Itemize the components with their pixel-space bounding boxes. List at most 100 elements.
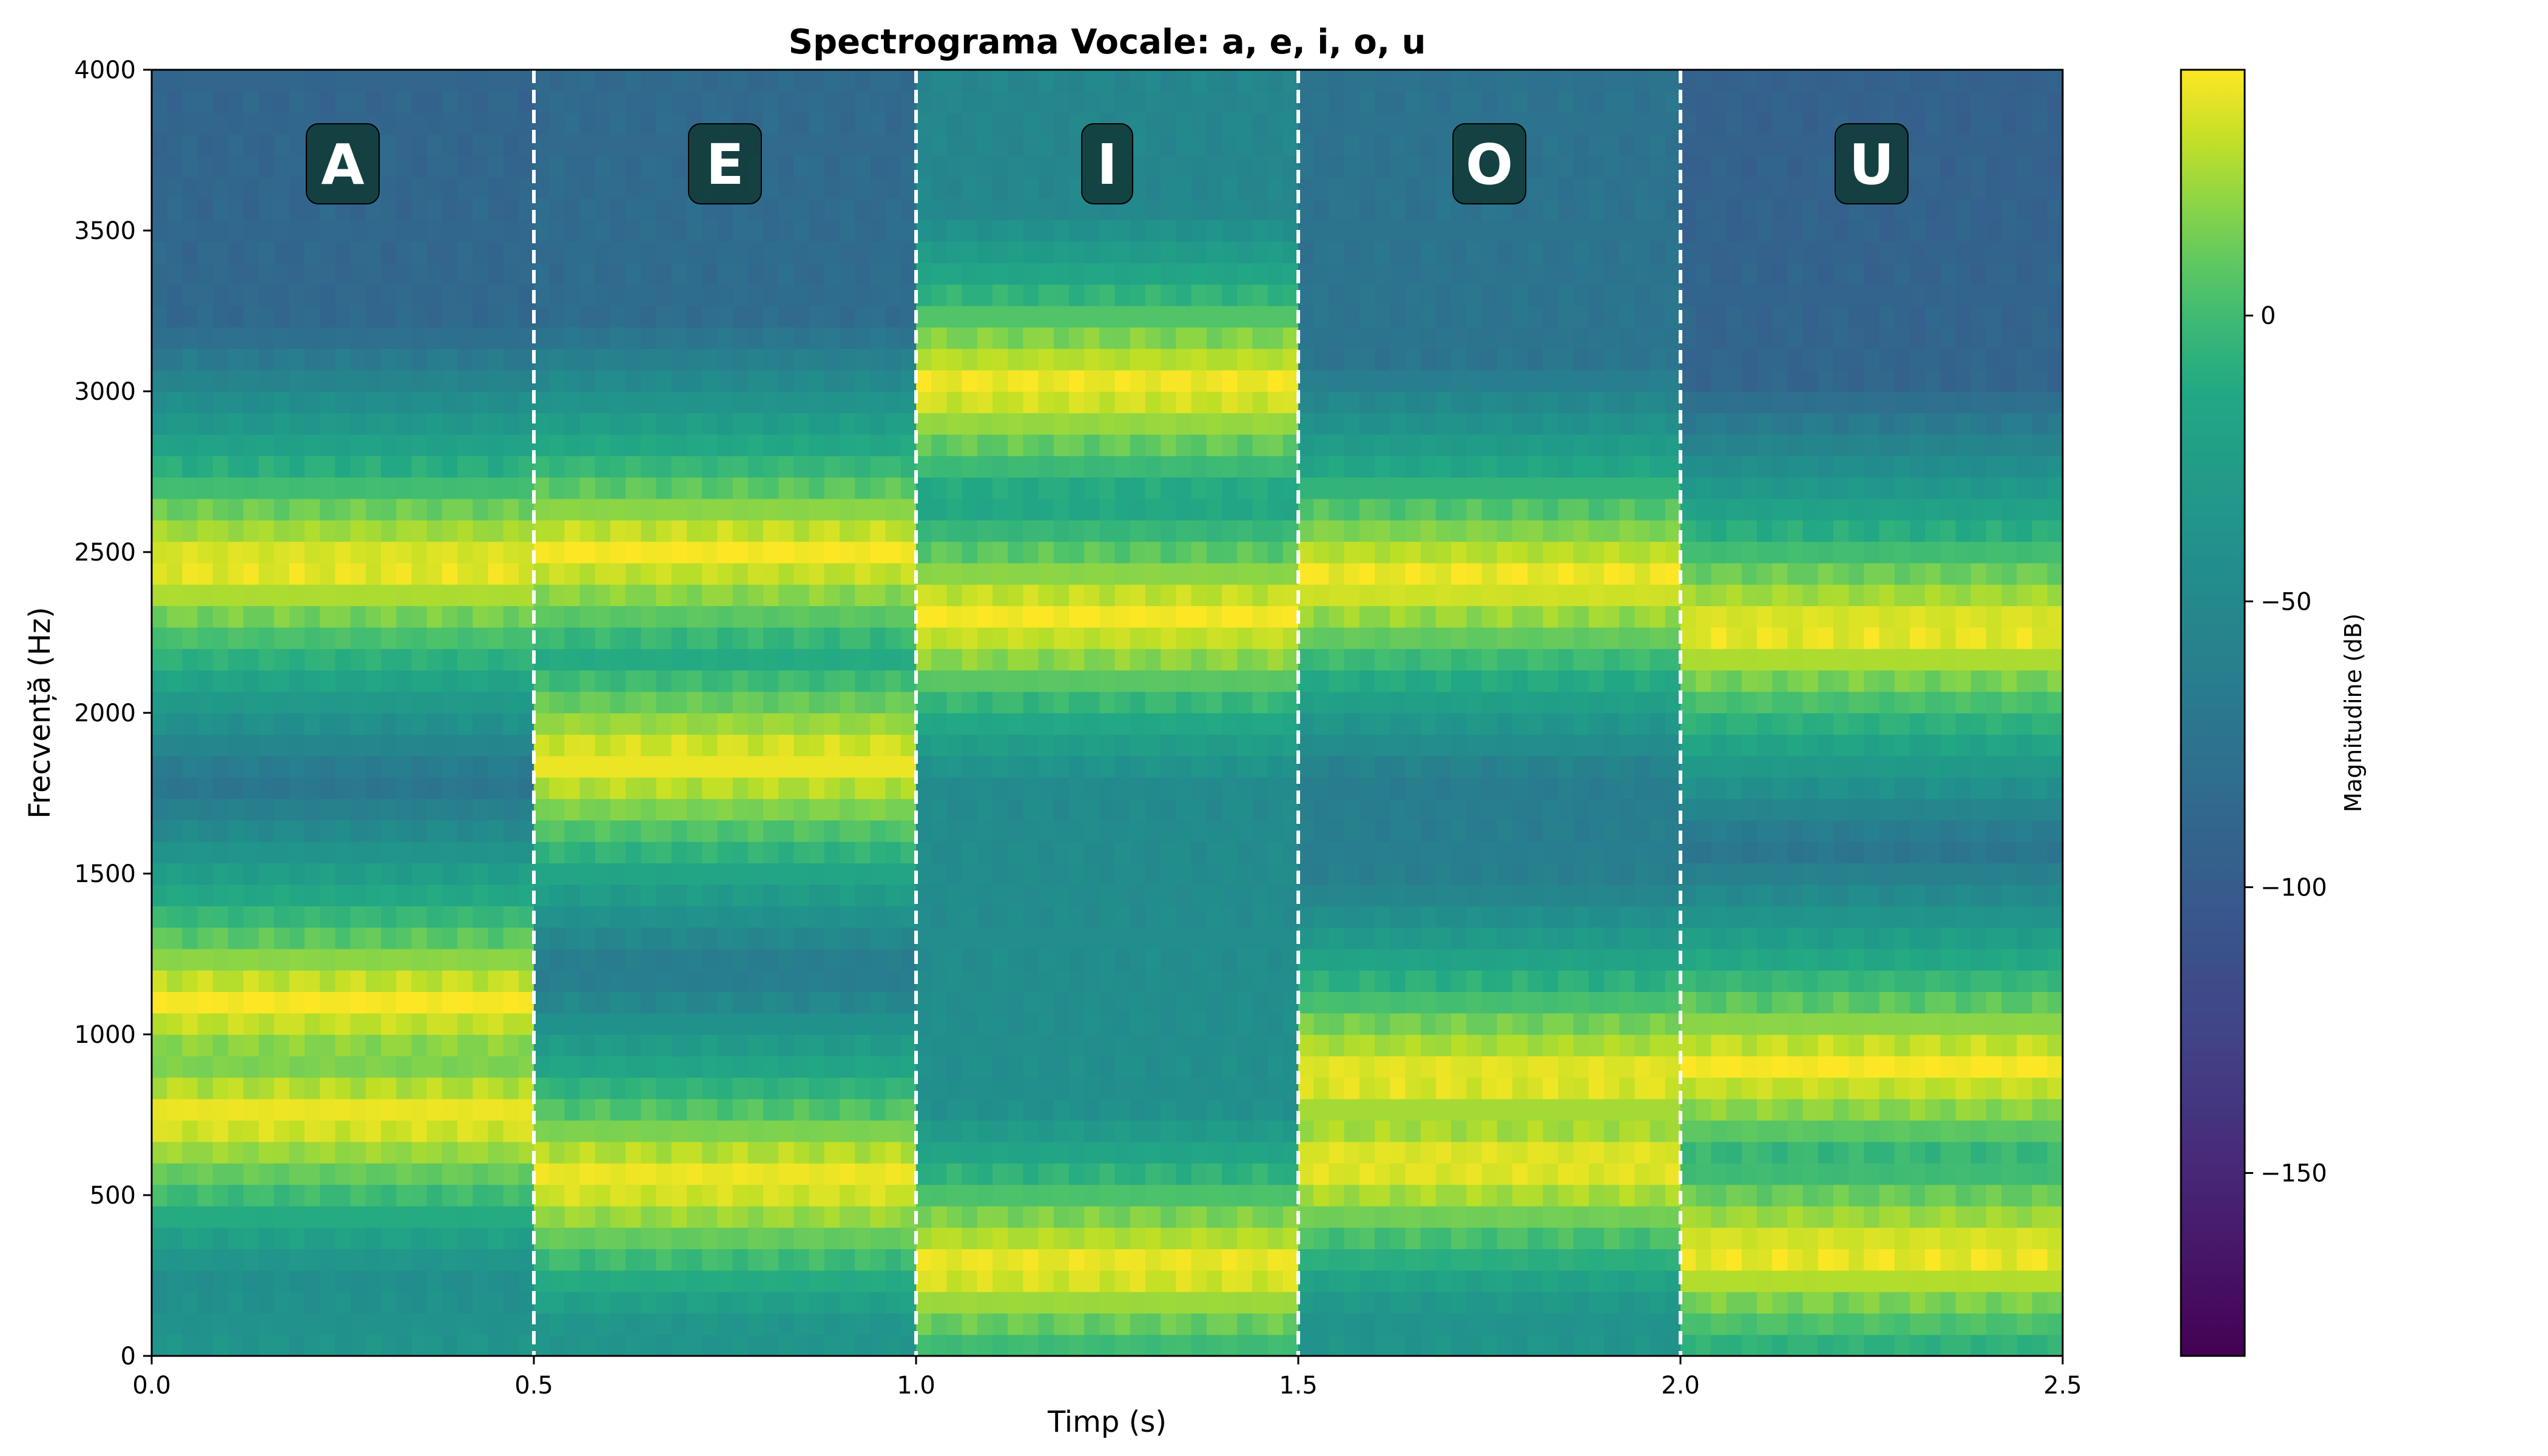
spectrogram-cell <box>595 884 611 906</box>
spectrogram-cell <box>977 734 993 757</box>
spectrogram-cell <box>1329 841 1345 864</box>
spectrogram-cell <box>320 220 336 242</box>
spectrogram-cell <box>1038 1184 1054 1207</box>
spectrogram-cell <box>747 734 764 757</box>
spectrogram-cell <box>763 691 779 713</box>
spectrogram-cell <box>549 70 565 92</box>
spectrogram-cell <box>442 305 458 328</box>
spectrogram-cell <box>687 906 703 928</box>
spectrogram-cell <box>1390 713 1406 735</box>
spectrogram-cell <box>197 241 214 263</box>
spectrogram-cell <box>687 755 703 778</box>
spectrogram-cell <box>977 1205 993 1228</box>
spectrogram-cell <box>1405 1292 1421 1314</box>
spectrogram-cell <box>564 1205 581 1228</box>
spectrogram-cell <box>1267 155 1284 178</box>
spectrogram-cell <box>855 241 871 263</box>
spectrogram-cell <box>579 755 596 778</box>
spectrogram-cell <box>1161 841 1177 864</box>
spectrogram-cell <box>457 1227 473 1250</box>
spectrogram-cell <box>1023 70 1039 92</box>
spectrogram-cell <box>212 970 229 993</box>
spectrogram-cell <box>320 584 336 607</box>
spectrogram-cell <box>1344 1077 1360 1099</box>
spectrogram-cell <box>1267 841 1284 864</box>
spectrogram-cell <box>962 1184 978 1207</box>
spectrogram-cell <box>1099 1013 1116 1035</box>
spectrogram-cell <box>1298 1141 1314 1164</box>
spectrogram-cell <box>289 1292 305 1314</box>
spectrogram-cell <box>824 927 840 949</box>
spectrogram-cell <box>824 906 840 928</box>
spectrogram-cell <box>305 1163 320 1185</box>
spectrogram-cell <box>855 1163 871 1185</box>
spectrogram-cell <box>962 263 978 285</box>
spectrogram-cell <box>1191 477 1207 499</box>
spectrogram-cell <box>534 906 550 928</box>
spectrogram-cell <box>840 1249 855 1271</box>
spectrogram-cell <box>197 562 214 585</box>
spectrogram-cell <box>503 1227 519 1250</box>
spectrogram-cell <box>488 1334 504 1356</box>
spectrogram-cell <box>411 1270 428 1292</box>
spectrogram-cell <box>809 1120 825 1142</box>
spectrogram-cell <box>641 541 657 564</box>
spectrogram-cell <box>1390 413 1406 435</box>
spectrogram-cell <box>763 541 779 564</box>
spectrogram-cell <box>457 220 473 242</box>
spectrogram-cell <box>197 1270 214 1292</box>
spectrogram-cell <box>335 327 351 349</box>
spectrogram-cell <box>702 605 718 628</box>
spectrogram-cell <box>305 477 320 499</box>
spectrogram-cell <box>258 305 275 328</box>
spectrogram-cell <box>488 177 504 199</box>
spectrogram-cell <box>1038 798 1054 821</box>
spectrogram-cell <box>243 305 260 328</box>
spectrogram-cell <box>1114 1099 1131 1121</box>
spectrogram-cell <box>1390 177 1406 199</box>
spectrogram-cell <box>365 241 382 263</box>
spectrogram-cell <box>350 841 366 864</box>
spectrogram-cell <box>595 91 611 113</box>
spectrogram-cell <box>809 649 825 671</box>
spectrogram-cell <box>671 734 687 757</box>
spectrogram-cell <box>152 1056 167 1078</box>
spectrogram-cell <box>579 906 596 928</box>
spectrogram-cell <box>167 112 183 135</box>
spectrogram-cell <box>1375 1099 1390 1121</box>
spectrogram-cell <box>503 691 519 713</box>
spectrogram-cell <box>518 627 534 649</box>
spectrogram-cell <box>610 884 626 906</box>
spectrogram-cell <box>778 1334 795 1356</box>
spectrogram-cell <box>824 220 840 242</box>
spectrogram-cell <box>1191 177 1207 199</box>
spectrogram-cell <box>1130 627 1146 649</box>
spectrogram-cell <box>946 713 963 735</box>
spectrogram-cell <box>1282 863 1299 885</box>
spectrogram-cell <box>1222 241 1238 263</box>
spectrogram-cell <box>442 605 458 628</box>
spectrogram-cell <box>365 305 382 328</box>
spectrogram-cell <box>747 649 764 671</box>
spectrogram-cell <box>1130 348 1146 371</box>
spectrogram-cell <box>641 970 657 993</box>
spectrogram-cell <box>687 91 703 113</box>
spectrogram-cell <box>212 777 229 800</box>
spectrogram-cell <box>335 713 351 735</box>
spectrogram-cell <box>1084 884 1100 906</box>
spectrogram-cell <box>305 1205 320 1228</box>
spectrogram-cell <box>289 927 305 949</box>
spectrogram-cell <box>350 70 366 92</box>
spectrogram-cell <box>870 413 886 435</box>
spectrogram-cell <box>1329 327 1345 349</box>
spectrogram-cell <box>1069 541 1085 564</box>
spectrogram-cell <box>1038 734 1054 757</box>
spectrogram-cell <box>381 1056 397 1078</box>
spectrogram-cell <box>258 70 275 92</box>
spectrogram-cell <box>1206 820 1222 842</box>
spectrogram-cell <box>824 627 840 649</box>
spectrogram-cell <box>305 734 320 757</box>
spectrogram-cell <box>1375 456 1390 478</box>
spectrogram-cell <box>1008 241 1024 263</box>
spectrogram-cell <box>457 1056 473 1078</box>
